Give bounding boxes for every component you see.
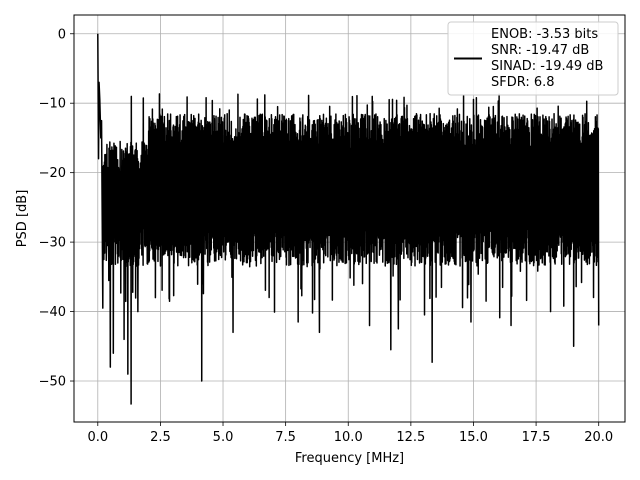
- y-axis-ticks: 0 −10 −20 −30 −40 −50: [39, 27, 74, 390]
- legend-enob: ENOB: -3.53 bits: [491, 27, 598, 42]
- legend-box: [447, 21, 619, 96]
- series-layer: [97, 33, 600, 405]
- y-tick-label: −10: [39, 97, 66, 112]
- y-tick-label: −40: [39, 305, 66, 320]
- x-axis-ticks: 0.0 2.5 5.0 7.5 10.0 12.5 15.0 17.5 20.0: [87, 422, 613, 445]
- x-tick-label: 17.5: [522, 430, 551, 445]
- x-tick-label: 20.0: [584, 430, 613, 445]
- legend-sfdr: SFDR: 6.8: [491, 75, 555, 90]
- x-tick-label: 10.0: [334, 430, 363, 445]
- x-tick-label: 7.5: [275, 430, 296, 445]
- y-tick-label: −20: [39, 166, 66, 181]
- x-tick-label: 5.0: [213, 430, 234, 445]
- psd-series-line: [97, 33, 600, 405]
- y-tick-label: 0: [58, 27, 66, 42]
- y-axis-label: PSD [dB]: [15, 190, 30, 248]
- x-tick-label: 2.5: [150, 430, 171, 445]
- x-tick-label: 0.0: [87, 430, 108, 445]
- x-axis-label: Frequency [MHz]: [295, 451, 404, 466]
- x-tick-label: 12.5: [396, 430, 425, 445]
- legend-sinad: SINAD: -19.49 dB: [491, 59, 603, 74]
- legend: ENOB: -3.53 bits SNR: -19.47 dB SINAD: -…: [447, 21, 619, 96]
- y-tick-label: −30: [39, 236, 66, 251]
- y-tick-label: −50: [39, 375, 66, 390]
- x-tick-label: 15.0: [459, 430, 488, 445]
- legend-snr: SNR: -19.47 dB: [491, 43, 589, 58]
- plot-frame: [73, 14, 626, 423]
